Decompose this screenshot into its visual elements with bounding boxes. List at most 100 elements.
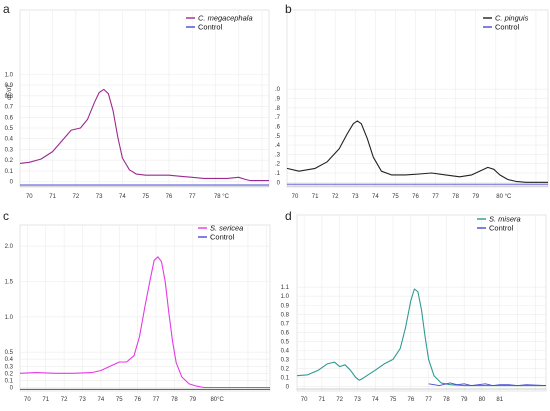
x-tick-label: 79	[472, 194, 479, 200]
y-tick-label: 0.1	[281, 375, 290, 381]
x-tick-label: 78	[171, 397, 178, 403]
x-tick-label: 78	[452, 194, 459, 200]
x-tick-label: 72	[332, 194, 339, 200]
y-tick-label: 0.1	[5, 378, 14, 384]
y-tick-label: 0.7	[5, 105, 14, 111]
x-tick-label: 76	[166, 194, 173, 200]
y-tick-label: 0	[10, 180, 14, 186]
y-tick-label: 0.5	[275, 134, 281, 140]
x-tick-label: 80	[479, 397, 486, 403]
x-tick-label: 80 °C	[496, 194, 512, 200]
y-tick-label: 2.0	[5, 244, 14, 250]
x-tick-label: 79	[189, 397, 196, 403]
y-tick-label: 0.3	[5, 364, 14, 370]
x-tick-label: 78	[443, 397, 450, 403]
x-tick-label: 73	[79, 397, 86, 403]
y-tick-label: 0.6	[5, 115, 14, 121]
legend-label: S. misera	[489, 215, 521, 224]
x-tick-label: 77	[432, 194, 439, 200]
x-tick-label: 74	[372, 194, 379, 200]
legend-label: Control	[489, 224, 514, 233]
chart-b: 70 71 72 73 74 75 76 77 78 79 80 °C 0 0.1 0.2 0.3 0.4 0.…	[272, 9, 549, 200]
legend-label: Control	[210, 233, 235, 242]
x-tick-label: 72	[73, 194, 80, 200]
x-tick-label: 75	[142, 194, 149, 200]
x-tick-label: 74	[119, 194, 126, 200]
x-tick-label: 77	[425, 397, 432, 403]
y-tick-label: 1.0	[281, 294, 290, 300]
x-tick-label: 77	[189, 194, 196, 200]
legend-label: Control	[495, 23, 520, 32]
x-tick-label: 76	[412, 194, 419, 200]
x-tick-label: 73	[352, 194, 359, 200]
y-tick-label: 1.0	[5, 315, 14, 321]
x-tick-label: 70	[292, 194, 299, 200]
x-tick-label: 76	[407, 397, 414, 403]
series-line-control	[428, 382, 547, 387]
x-tick-label: 70	[26, 194, 33, 200]
panel-c: c 70 71 72 73 74 75 76 77 78 79 80°C 0 0.1 0.2 0.3 0.4 0…	[0, 203, 275, 406]
panel-a: a 70 71 72 73 74 75 76 77 78 °C 0 0.1 0.2 0.3 0.4 0.5 0…	[0, 0, 275, 203]
y-tick-label: 0.2	[275, 162, 281, 168]
y-tick-label: 0.7	[281, 321, 290, 327]
y-tick-label: 0.6	[275, 124, 281, 130]
x-tick-label: 77	[153, 397, 160, 403]
y-tick-label: 0.1	[275, 171, 281, 177]
y-tick-label: 0.3	[281, 357, 290, 363]
x-tick-label: 81	[496, 397, 503, 403]
legend-label: C. pinguis	[495, 14, 529, 23]
x-tick-label: 71	[319, 397, 326, 403]
x-tick-label: 75	[116, 397, 123, 403]
panel-letter-b: b	[285, 2, 292, 16]
y-tick-label: 0.4	[281, 348, 290, 354]
y-tick-label: 0	[286, 384, 290, 390]
x-tick-label: 72	[336, 397, 343, 403]
panel-b: b 70 71 72 73 74 75 76 77 78 79 80 °C 0 0.1 0.2 0.3 0.4…	[272, 0, 550, 203]
y-tick-label: 0.3	[275, 152, 281, 158]
y-tick-label: 0.9	[5, 83, 14, 89]
x-tick-label: 75	[390, 397, 397, 403]
series-line-sample	[286, 120, 548, 183]
x-tick-label: 78 °C	[214, 194, 230, 200]
x-tick-label: 71	[49, 194, 56, 200]
x-tick-label: 70	[24, 397, 31, 403]
y-tick-label: 0	[10, 385, 14, 391]
x-tick-label: 71	[42, 397, 49, 403]
y-tick-label: 0.3	[5, 147, 14, 153]
panel-letter-a: a	[3, 2, 10, 16]
y-tick-label: 0.9	[281, 303, 290, 309]
legend-label: S. sericea	[210, 224, 243, 233]
chart-a: 70 71 72 73 74 75 76 77 78 °C 0 0.1 0.2 0.3 0.4 0.5 0.6…	[5, 9, 270, 200]
y-tick-label: 0.8	[275, 106, 281, 112]
y-tick-label: 0.8	[5, 94, 14, 100]
y-tick-label: 0.2	[5, 371, 14, 377]
y-tick-label: 0.7	[275, 115, 281, 121]
y-tick-label: 0.2	[281, 366, 290, 372]
x-tick-label: 74	[98, 397, 105, 403]
plot-frame	[296, 214, 547, 392]
y-tick-label: 1.1	[281, 285, 290, 291]
y-axis-label: dF/dT	[7, 83, 13, 100]
legend-label: Control	[198, 23, 223, 32]
y-tick-label: 0.4	[5, 137, 14, 143]
series-line-sample	[19, 88, 269, 182]
x-tick-label: 72	[61, 397, 68, 403]
y-tick-label: 1.0	[5, 72, 14, 78]
y-tick-label: 0.4	[275, 143, 281, 149]
x-tick-label: 73	[96, 194, 103, 200]
x-tick-label: 71	[312, 194, 319, 200]
x-tick-label: 70	[301, 397, 308, 403]
chart-c: 70 71 72 73 74 75 76 77 78 79 80°C 00.10.20.30.40.5…	[5, 224, 271, 403]
y-tick-label: 0	[277, 180, 281, 186]
x-tick-label: 74	[372, 397, 379, 403]
panel-d: d 70 71 72 73 74 75 76 77 78 79 80 81 0 0.1 0.2 0.3 0.4 0…	[275, 203, 550, 406]
y-tick-label: 0.6	[281, 330, 290, 336]
x-tick-label: 76	[134, 397, 141, 403]
y-tick-label: 0.1	[5, 169, 14, 175]
legend-label: C. megacephala	[198, 14, 253, 23]
x-tick-label: 75	[392, 194, 399, 200]
series-line-sample	[19, 256, 270, 389]
y-tick-label: 0.2	[5, 158, 14, 164]
x-tick-label: 79	[461, 397, 468, 403]
plot-frame	[19, 9, 270, 188]
